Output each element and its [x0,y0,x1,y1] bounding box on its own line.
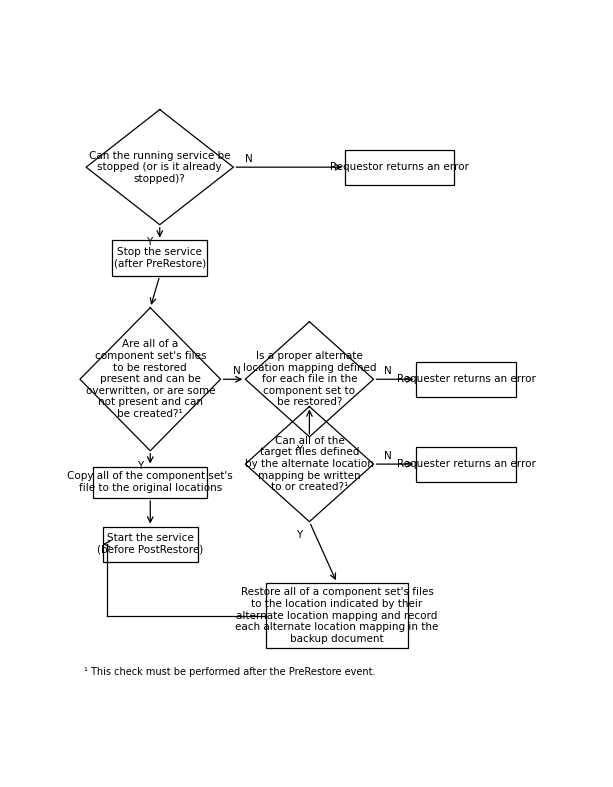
Text: Requestor returns an error: Requestor returns an error [330,162,469,172]
Bar [265,583,408,648]
Text: Restore all of a component set's files
to the location indicated by their
altern: Restore all of a component set's files t… [235,587,439,644]
Text: N: N [245,154,253,164]
Bar [416,362,516,397]
Bar [103,527,198,562]
Text: Can all of the
target files defined
by the alternate location
mapping be written: Can all of the target files defined by t… [245,436,374,493]
Text: ¹ This check must be performed after the PreRestore event.: ¹ This check must be performed after the… [84,667,375,678]
Text: Is a proper alternate
location mapping defined
for each file in the
component se: Is a proper alternate location mapping d… [243,351,376,408]
Bar [93,467,207,498]
Text: N: N [384,451,392,461]
Text: N: N [234,367,241,376]
Polygon shape [86,109,234,225]
Text: Start the service
(before PostRestore): Start the service (before PostRestore) [97,534,204,555]
Text: Y: Y [296,445,302,455]
Polygon shape [245,322,373,437]
Bar [345,150,454,185]
Polygon shape [80,308,221,451]
Text: Requester returns an error: Requester returns an error [397,459,536,469]
Text: Can the running service be
stopped (or is it already
stopped)?: Can the running service be stopped (or i… [89,150,230,183]
Text: Y: Y [146,237,153,246]
Bar [112,241,207,275]
Text: Y: Y [137,461,143,471]
Bar [416,446,516,482]
Text: Stop the service
(after PreRestore): Stop the service (after PreRestore) [113,247,206,269]
Text: Are all of a
component set's files
to be restored
present and can be
overwritten: Are all of a component set's files to be… [85,339,215,419]
Text: N: N [384,367,392,376]
Text: Copy all of the component set's
file to the original locations: Copy all of the component set's file to … [67,471,233,493]
Text: Requester returns an error: Requester returns an error [397,375,536,384]
Text: Y: Y [296,530,302,540]
Polygon shape [245,407,373,522]
